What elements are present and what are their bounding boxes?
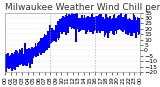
Text: Milwaukee Weather Wind Chill per Minute (Last 24 Hours): Milwaukee Weather Wind Chill per Minute … — [5, 3, 160, 12]
